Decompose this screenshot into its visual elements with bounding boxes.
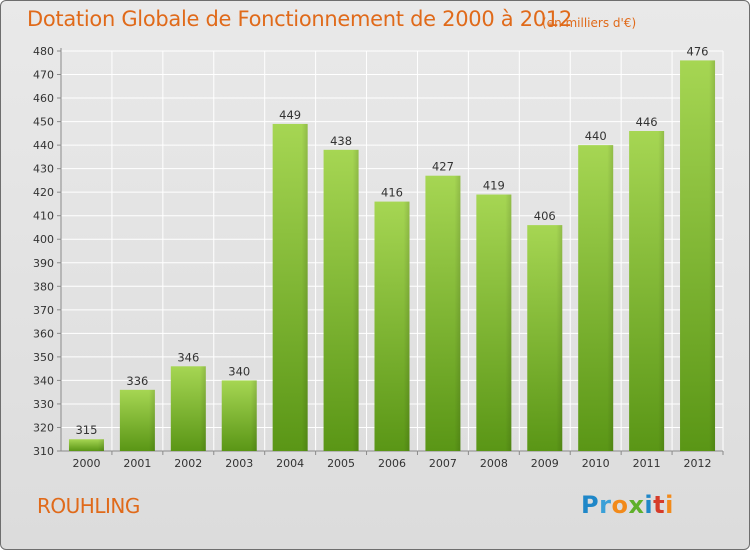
bar-shade-2000 [97,439,104,451]
x-tick-label: 2010 [582,457,610,470]
bar-shade-2008 [505,194,512,451]
x-tick-label: 2003 [225,457,253,470]
data-label: 340 [228,364,250,378]
chart-title: Dotation Globale de Fonctionnement de 20… [27,7,572,31]
x-tick-label: 2006 [378,457,406,470]
y-tick-label: 420 [33,186,54,199]
x-tick-labels: 2000 2001 2002 2003 2004 2005 2006 2007 2008 2009… [72,451,724,470]
data-label: 346 [177,350,199,364]
chart-unit: (en milliers d'€) [542,16,637,30]
data-label: 315 [75,423,97,437]
bar-shade-2009 [556,225,563,451]
data-label: 406 [534,209,556,223]
x-tick-label: 2002 [174,457,202,470]
x-tick-label: 2007 [429,457,457,470]
x-tick-label: 2000 [72,457,100,470]
data-label: 449 [279,108,301,122]
y-tick-label: 440 [33,139,54,152]
y-tick-label: 340 [33,374,54,387]
y-tick-label: 310 [33,445,54,458]
y-tick-label: 330 [33,398,54,411]
y-tick-label: 380 [33,280,54,293]
bar-2000 [68,439,104,451]
y-tick-label: 400 [33,233,54,246]
y-tick-label: 470 [33,69,54,82]
bar-shade-2006 [403,201,410,451]
x-tick-label: 2001 [123,457,151,470]
y-tick-label: 370 [33,304,54,317]
x-tick-label: 2009 [531,457,559,470]
y-tick-label: 430 [33,163,54,176]
bar-shade-2012 [709,60,716,451]
data-label: 446 [636,115,658,129]
data-label: 438 [330,134,352,148]
data-label: 336 [126,374,148,388]
y-tick-labels: 310 320 330 340 350 360 370 380 390 400 410 420 430 4… [33,45,54,458]
bar-shade-2007 [454,175,461,452]
y-tick-label: 460 [33,92,54,105]
y-tick-label: 360 [33,327,54,340]
data-label: 427 [432,160,454,174]
x-tick-label: 2011 [633,457,661,470]
bar-shade-2003 [250,380,257,451]
x-tick-label: 2012 [684,457,712,470]
bar-shade-2010 [607,145,614,451]
data-labels: 315 336 346 340 449 438 416 427 419 406 440 446 476 [75,44,708,437]
commune-name: ROUHLING [37,494,140,518]
bars [68,60,716,452]
data-label: 476 [687,44,709,58]
bar-shade-2005 [352,149,359,451]
y-tick-label: 450 [33,116,54,129]
y-tick-label: 390 [33,257,54,270]
y-tick-label: 350 [33,351,54,364]
y-tick-label: 410 [33,210,54,223]
data-label: 416 [381,186,403,200]
y-tick-label: 480 [33,45,54,58]
bar-shade-2004 [301,123,308,452]
bar-shade-2002 [199,366,206,451]
x-tick-label: 2005 [327,457,355,470]
x-tick-label: 2008 [480,457,508,470]
bar-shade-2011 [658,131,665,451]
proxiti-logo: Proxiti [581,491,674,519]
data-label: 440 [585,129,607,143]
y-tick-label: 320 [33,421,54,434]
data-label: 419 [483,179,505,193]
bar-shade-2001 [148,389,155,451]
x-tick-label: 2004 [276,457,304,470]
